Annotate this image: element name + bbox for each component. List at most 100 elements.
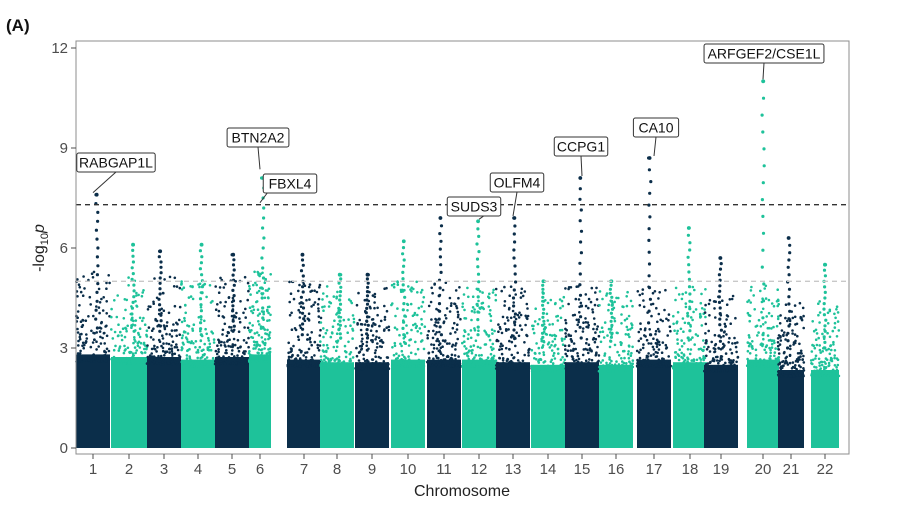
snp-point xyxy=(103,349,106,353)
snp-point xyxy=(773,365,777,368)
snp-point xyxy=(117,323,120,327)
snp-point xyxy=(462,293,466,296)
snp-point xyxy=(694,308,698,311)
snp-point xyxy=(761,307,765,311)
snp-point xyxy=(244,362,248,365)
snp-point xyxy=(141,291,144,294)
snp-point xyxy=(553,337,557,341)
snp-point xyxy=(787,287,792,291)
snp-point xyxy=(197,283,200,286)
snp-point xyxy=(481,291,484,294)
snp-point xyxy=(163,354,166,357)
snp-point xyxy=(262,357,266,360)
chromosome-1-points xyxy=(75,192,111,448)
snp-point xyxy=(444,317,448,320)
snp-point xyxy=(158,276,162,280)
snp-point xyxy=(787,324,791,328)
snp-point xyxy=(402,302,406,306)
snp-point xyxy=(586,348,589,352)
snp-point xyxy=(593,322,597,326)
snp-point xyxy=(535,358,538,361)
snp-point xyxy=(681,317,685,320)
snp-point xyxy=(453,354,457,357)
snp-point xyxy=(467,295,470,299)
snp-point xyxy=(357,359,361,362)
snp-point xyxy=(321,349,325,352)
snp-point xyxy=(494,287,498,291)
snp-point xyxy=(170,347,174,351)
snp-point xyxy=(564,318,567,322)
snp-point xyxy=(371,361,374,365)
snp-point xyxy=(131,300,135,304)
snp-point xyxy=(405,331,409,335)
snp-point xyxy=(573,365,576,368)
snp-point xyxy=(675,332,679,335)
snp-point xyxy=(337,355,341,359)
snp-point xyxy=(688,352,692,356)
snp-point xyxy=(598,304,601,307)
snp-point xyxy=(422,296,426,299)
snp-point xyxy=(599,369,602,373)
snp-point xyxy=(198,345,202,349)
snp-point xyxy=(319,321,323,324)
snp-point xyxy=(762,358,766,362)
snp-point xyxy=(141,351,144,355)
snp-point xyxy=(161,291,165,295)
snp-point xyxy=(231,299,236,303)
snp-point xyxy=(774,347,777,350)
snp-point xyxy=(434,363,438,367)
chromosome-21-dense-band xyxy=(778,370,804,448)
snp-point xyxy=(718,339,723,343)
snp-point xyxy=(777,352,781,355)
snp-point xyxy=(455,361,459,364)
snp-point xyxy=(200,291,204,295)
snp-point xyxy=(133,336,136,339)
snp-point xyxy=(815,332,819,335)
snp-point xyxy=(457,296,460,300)
snp-point xyxy=(749,301,752,304)
snp-point xyxy=(750,362,753,366)
snp-point xyxy=(541,303,545,307)
snp-point xyxy=(610,359,613,363)
snp-point xyxy=(412,323,415,327)
snp-point xyxy=(692,310,695,314)
snp-point xyxy=(833,326,837,329)
snp-point xyxy=(408,365,412,368)
snp-point xyxy=(178,362,182,366)
snp-point xyxy=(95,348,98,351)
snp-point xyxy=(836,358,840,362)
snp-point xyxy=(644,358,647,362)
snp-point xyxy=(89,303,92,306)
snp-point xyxy=(788,251,792,255)
snp-point xyxy=(680,297,684,301)
snp-point xyxy=(123,344,126,348)
snp-point xyxy=(818,369,821,372)
snp-point xyxy=(301,311,305,315)
snp-point xyxy=(401,283,405,287)
snp-point xyxy=(608,358,611,361)
snp-point xyxy=(366,363,370,367)
snp-point xyxy=(199,303,203,307)
snp-point xyxy=(772,339,776,343)
snp-point xyxy=(310,356,314,359)
snp-point xyxy=(296,359,299,362)
snp-point xyxy=(422,360,426,363)
snp-point xyxy=(765,315,768,318)
snp-point xyxy=(811,362,814,366)
snp-point xyxy=(130,306,134,310)
snp-point xyxy=(261,266,265,270)
snp-point xyxy=(76,278,79,281)
snp-point xyxy=(95,290,99,294)
snp-point xyxy=(676,342,679,345)
snp-point xyxy=(218,341,221,344)
snp-point xyxy=(454,357,457,361)
snp-point xyxy=(550,349,554,352)
snp-point xyxy=(762,282,766,286)
snp-point xyxy=(828,309,832,313)
snp-point xyxy=(636,290,640,293)
snp-point xyxy=(531,327,535,331)
snp-point xyxy=(792,341,796,344)
snp-point xyxy=(775,324,779,328)
snp-point xyxy=(199,315,203,319)
snp-point xyxy=(826,331,829,335)
